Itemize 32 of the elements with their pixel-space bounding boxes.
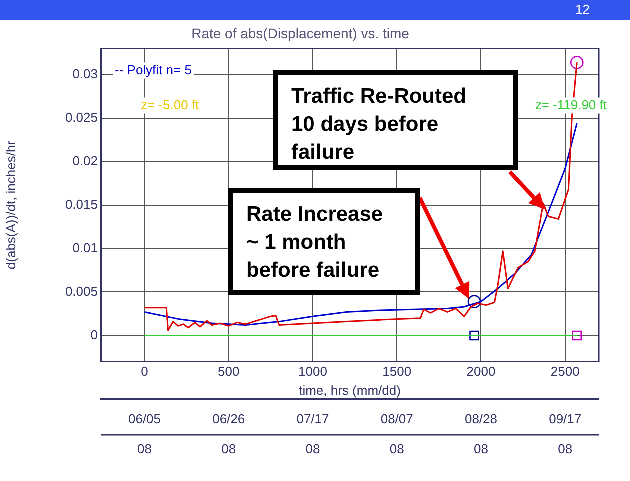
callout-box: Traffic Re-Routed 10 days before failure — [272, 70, 518, 170]
y-tick-label: 0 — [90, 327, 98, 342]
annotation: z= -5.00 ft — [141, 97, 200, 112]
y-tick-label: 0.015 — [65, 196, 98, 212]
point — [572, 330, 582, 341]
y-axis-title: d(abs(A))/dt, inches/hr — [3, 140, 18, 270]
x-tick-label: 0 — [141, 364, 148, 380]
point — [470, 330, 480, 341]
chart-title: Rate of abs(Displacement) vs. time — [192, 25, 410, 42]
y-tick-label: 0.03 — [72, 66, 98, 82]
x2-tick-label: 06/26 08 — [212, 412, 246, 456]
y-tick-label: 0.005 — [65, 284, 98, 299]
x-tick-label: 1500 — [382, 364, 412, 380]
x-tick-label: 2500 — [550, 364, 580, 380]
x2-tick-label: 06/05 08 — [128, 412, 162, 456]
point — [468, 295, 482, 308]
x-tick-label: 500 — [218, 364, 240, 380]
callout-box: Rate Increase ~ 1 month before failure — [228, 188, 420, 294]
y-tick-label: 0.02 — [72, 153, 98, 168]
x2-tick-label: 08/28 08 — [464, 412, 498, 456]
text: z= -119.90 ft — [535, 97, 608, 112]
x-tick-label: 1000 — [298, 364, 328, 380]
y-tick-label: 0.01 — [72, 240, 98, 256]
point — [570, 56, 584, 70]
text: -- Polyfit n= 5 — [115, 62, 192, 78]
x-tick-label: 2000 — [466, 364, 496, 380]
x2-tick-label: 08/07 08 — [380, 412, 414, 456]
x2-tick-label: 07/17 08 — [296, 412, 330, 456]
x2-tick-label: 09/17 08 — [549, 412, 582, 456]
x-axis-title: time, hrs (mm/dd) — [299, 382, 401, 398]
text: 12 — [576, 2, 590, 17]
y-tick-label: 0.025 — [65, 110, 98, 125]
